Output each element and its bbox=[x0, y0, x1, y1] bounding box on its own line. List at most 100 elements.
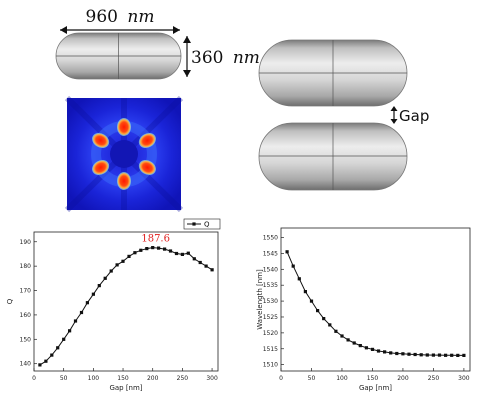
y-tick-label: 170 bbox=[20, 288, 32, 295]
field-hotspot bbox=[92, 132, 110, 149]
x-tick-label: 100 bbox=[336, 375, 348, 382]
gap-indicator: Gap bbox=[390, 106, 429, 125]
data-point bbox=[38, 363, 42, 367]
x-tick-label: 100 bbox=[88, 375, 100, 382]
capsule-lower bbox=[258, 122, 408, 191]
data-point bbox=[56, 346, 60, 350]
data-point bbox=[401, 352, 405, 356]
data-point bbox=[44, 359, 48, 363]
data-point bbox=[174, 251, 179, 256]
data-point bbox=[91, 292, 95, 296]
field-hotspots bbox=[92, 118, 156, 190]
chart-q: 0 50 100 150 200 250 300 140 150 160 170 180 190 Gap … bbox=[6, 218, 221, 392]
y-tick-label: 1515 bbox=[263, 346, 278, 353]
data-point bbox=[444, 353, 448, 357]
data-point bbox=[151, 246, 155, 250]
data-point bbox=[210, 268, 214, 272]
data-point bbox=[103, 276, 107, 280]
y-tick-label: 140 bbox=[20, 361, 32, 368]
legend-marker bbox=[192, 222, 196, 226]
field-hotspot bbox=[138, 132, 156, 149]
data-point bbox=[68, 329, 72, 333]
width-unit: nm bbox=[233, 48, 260, 68]
data-point bbox=[316, 309, 320, 313]
data-point bbox=[157, 246, 161, 250]
data-point bbox=[145, 247, 149, 251]
data-point bbox=[139, 248, 143, 252]
data-point bbox=[437, 353, 442, 357]
y-tick-label: 1535 bbox=[263, 282, 278, 289]
field-hotspot bbox=[92, 159, 110, 176]
data-point bbox=[370, 347, 375, 351]
data-point bbox=[180, 252, 184, 256]
y-tick-label: 1520 bbox=[263, 330, 278, 337]
data-point bbox=[85, 301, 89, 305]
data-point bbox=[456, 353, 460, 357]
y-axis-label: Wavelength [nm] bbox=[256, 269, 264, 330]
data-point bbox=[79, 310, 84, 315]
dimension-width: 360 nm bbox=[183, 36, 260, 77]
x-tick-label: 50 bbox=[60, 375, 68, 382]
data-point bbox=[358, 344, 362, 348]
field-hotspot bbox=[117, 118, 131, 136]
y-tick-label: 1530 bbox=[263, 298, 278, 305]
series-line bbox=[39, 247, 213, 366]
y-tick-label: 1545 bbox=[263, 250, 278, 257]
data-point bbox=[62, 337, 66, 341]
field-hotspot bbox=[138, 159, 156, 176]
y-axis-label: Q bbox=[6, 298, 14, 304]
data-point bbox=[407, 352, 411, 356]
capsule-upper bbox=[258, 39, 408, 107]
data-point bbox=[163, 247, 167, 251]
chart-wavelength: 0 50 100 150 200 250 300 1510 1515 1520 1525 1530 15… bbox=[256, 227, 471, 392]
data-point bbox=[322, 317, 326, 321]
data-point bbox=[450, 353, 454, 357]
y-tick-label: 1540 bbox=[263, 266, 278, 273]
data-point bbox=[419, 353, 423, 357]
data-point bbox=[285, 250, 289, 254]
data-point bbox=[192, 257, 196, 261]
data-point bbox=[425, 353, 429, 357]
legend-box bbox=[183, 218, 221, 230]
x-tick-label: 200 bbox=[397, 375, 409, 382]
x-tick-label: 300 bbox=[206, 375, 218, 382]
data-point bbox=[303, 290, 307, 294]
x-tick-label: 0 bbox=[32, 375, 36, 382]
data-point bbox=[121, 259, 125, 263]
data-point bbox=[413, 352, 417, 357]
data-point bbox=[133, 251, 137, 255]
svg-text:960 nm: 960 nm bbox=[86, 7, 155, 27]
data-point bbox=[340, 334, 344, 338]
data-point bbox=[364, 346, 368, 350]
data-point bbox=[73, 319, 78, 323]
data-point bbox=[127, 254, 131, 258]
capsule-single bbox=[55, 32, 182, 80]
data-point bbox=[462, 353, 466, 357]
legend-label: Q bbox=[204, 221, 210, 229]
series-line bbox=[286, 251, 464, 356]
svg-text:360 nm: 360 nm bbox=[191, 48, 260, 68]
gap-label: Gap bbox=[399, 107, 429, 125]
y-tick-label: 1550 bbox=[263, 235, 278, 242]
width-value: 360 bbox=[191, 48, 223, 68]
data-point bbox=[204, 264, 208, 268]
x-tick-label: 250 bbox=[428, 375, 440, 382]
data-point bbox=[168, 249, 173, 253]
peak-annotation: 187.6 bbox=[141, 234, 170, 245]
data-point bbox=[352, 341, 356, 345]
data-point bbox=[334, 329, 338, 333]
data-point bbox=[97, 284, 101, 288]
length-value: 960 bbox=[86, 7, 118, 27]
x-tick-label: 150 bbox=[117, 375, 129, 382]
data-point bbox=[291, 264, 295, 268]
x-axis-label: Gap [nm] bbox=[109, 384, 142, 392]
data-point bbox=[346, 338, 350, 342]
x-tick-label: 250 bbox=[177, 375, 189, 382]
data-point bbox=[115, 263, 119, 267]
plot-frame bbox=[33, 231, 219, 372]
x-axis-label: Gap [nm] bbox=[359, 384, 392, 392]
y-tick-label: 160 bbox=[20, 312, 32, 319]
x-tick-label: 300 bbox=[458, 375, 470, 382]
data-point bbox=[431, 353, 435, 357]
